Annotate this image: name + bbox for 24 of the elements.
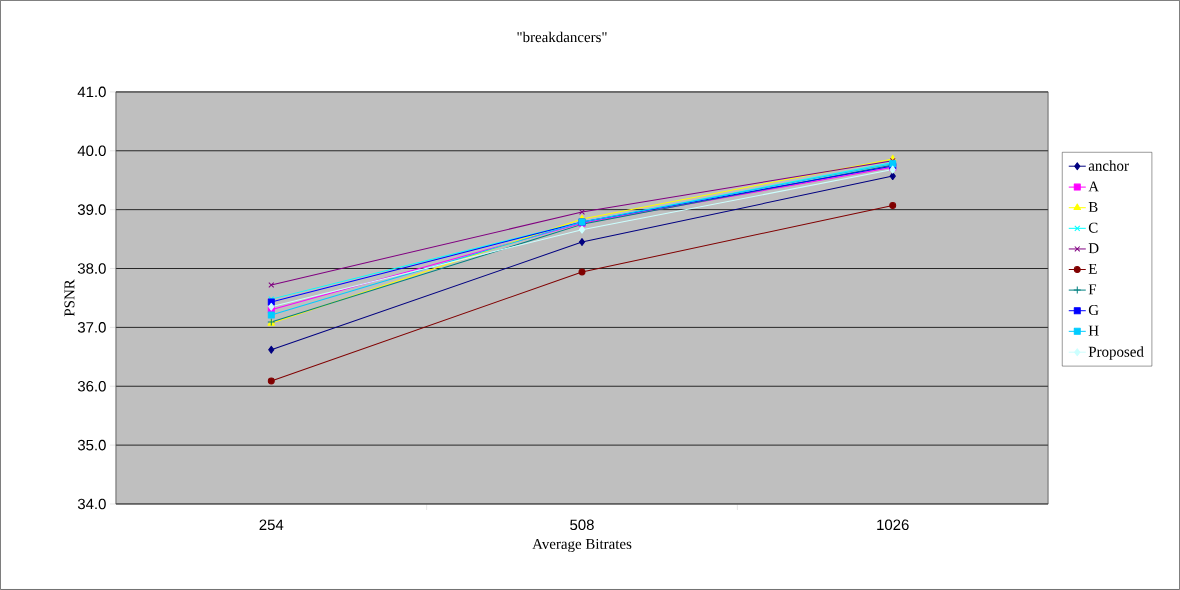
x-tick-label: 1026 bbox=[877, 519, 909, 531]
x-tick-label: 508 bbox=[570, 519, 594, 531]
legend-label: H bbox=[1088, 325, 1099, 336]
chart-title: "breakdancers" bbox=[517, 31, 607, 43]
y-tick-label: 39.0 bbox=[77, 204, 106, 215]
legend-label: A bbox=[1088, 181, 1099, 192]
legend-label: F bbox=[1088, 284, 1097, 295]
legend-label: G bbox=[1088, 305, 1099, 316]
y-tick-label: 34.0 bbox=[77, 498, 106, 510]
y-tick-label: 40.0 bbox=[77, 145, 106, 157]
y-tick-label: 37.0 bbox=[77, 322, 106, 333]
legend-label: Proposed bbox=[1088, 346, 1144, 360]
y-tick-label: 36.0 bbox=[77, 381, 106, 392]
legend-label: D bbox=[1088, 243, 1099, 254]
y-tick-label: 35.0 bbox=[77, 439, 106, 451]
legend-label: B bbox=[1088, 202, 1098, 212]
legend-label: C bbox=[1088, 222, 1098, 233]
y-tick-label: 38.0 bbox=[77, 263, 106, 274]
legend-label: anchor bbox=[1088, 160, 1129, 171]
legend-label: E bbox=[1088, 263, 1097, 274]
x-tick-label: 254 bbox=[259, 519, 284, 531]
y-tick-label: 41.0 bbox=[77, 86, 106, 98]
y-axis-title: PSNR bbox=[64, 279, 75, 317]
x-axis-title: Average Bitrates bbox=[532, 538, 632, 553]
